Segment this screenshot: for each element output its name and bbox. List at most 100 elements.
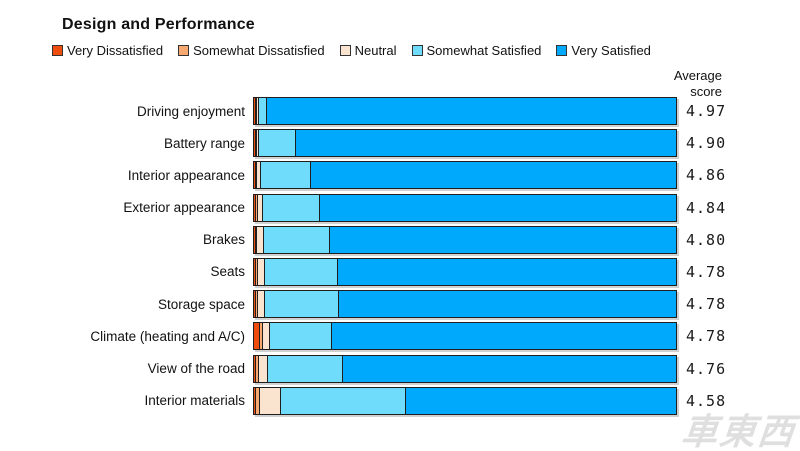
- bar-row: Interior materials 4.58: [0, 386, 800, 415]
- average-score-value: 4.58: [686, 391, 727, 410]
- segment-somewhat-satisfied: [281, 387, 407, 414]
- segment-neutral: [258, 194, 264, 221]
- segment-very-satisfied: [266, 98, 676, 124]
- stacked-bar: [253, 161, 677, 190]
- category-label: View of the road: [147, 361, 245, 376]
- segment-very-dissatisfied: [254, 194, 257, 221]
- average-score-header: Average score: [674, 68, 722, 101]
- legend-item: Neutral: [339, 43, 397, 58]
- stacked-bar: [253, 193, 677, 222]
- segment-somewhat-satisfied: [265, 258, 338, 285]
- legend-color-swatch-icon: [178, 45, 190, 56]
- legend-color-swatch-icon: [556, 45, 568, 56]
- stacked-bar: [253, 225, 677, 254]
- segment-somewhat-satisfied: [270, 323, 332, 350]
- segment-somewhat-dissatisfied: [256, 98, 258, 124]
- segment-very-satisfied: [343, 355, 676, 382]
- category-label: Battery range: [163, 135, 245, 151]
- average-score-value: 4.97: [686, 102, 727, 120]
- segment-very-dissatisfied: [254, 130, 257, 157]
- segment-somewhat-dissatisfied: [259, 323, 263, 350]
- average-score-value: 4.78: [686, 262, 727, 281]
- legend-color-swatch-icon: [52, 45, 63, 56]
- category-label: Interior appearance: [127, 167, 245, 183]
- legend-item-label: Very Dissatisfied: [67, 43, 164, 58]
- bar-row: View of the road 4.76: [0, 354, 800, 383]
- category-label: Interior materials: [144, 393, 245, 409]
- average-score-value: 4.76: [686, 359, 727, 378]
- average-score-value: 4.86: [686, 166, 727, 185]
- stacked-bar: [253, 97, 677, 125]
- bar-row: Driving enjoyment 4.97: [0, 97, 800, 125]
- bar-row: Climate (heating and A/C) 4.78: [0, 322, 800, 351]
- legend-item: Somewhat Dissatisfied: [178, 43, 325, 58]
- legend-item-label: Somewhat Satisfied: [426, 43, 542, 58]
- segment-very-dissatisfied: [254, 323, 260, 350]
- stacked-bar: [253, 129, 677, 158]
- category-label: Seats: [210, 264, 245, 280]
- average-score-value: 4.90: [686, 134, 727, 153]
- bar-row: Interior appearance 4.86: [0, 161, 800, 190]
- segment-somewhat-satisfied: [258, 98, 267, 124]
- segment-neutral: [262, 323, 271, 350]
- segment-very-satisfied: [339, 291, 676, 318]
- segment-very-satisfied: [337, 258, 676, 285]
- segment-somewhat-dissatisfied: [256, 291, 259, 318]
- segment-very-satisfied: [406, 387, 676, 414]
- legend-color-swatch-icon: [339, 45, 351, 56]
- stacked-bar: [253, 386, 677, 415]
- segment-very-dissatisfied: [254, 226, 257, 253]
- segment-somewhat-dissatisfied: [256, 226, 258, 253]
- segment-somewhat-satisfied: [259, 130, 297, 157]
- segment-neutral: [259, 355, 268, 382]
- segment-somewhat-dissatisfied: [256, 258, 259, 285]
- stacked-bar: [253, 322, 677, 351]
- legend-item-label: Very Satisfied: [571, 43, 651, 58]
- segment-very-dissatisfied: [254, 258, 257, 285]
- segment-very-dissatisfied: [254, 98, 257, 124]
- legend: Very Dissatisfied Somewhat Dissatisfied …: [52, 43, 651, 58]
- bar-row: Battery range 4.90: [0, 129, 800, 158]
- average-score-value: 4.78: [686, 327, 727, 346]
- category-label: Driving enjoyment: [136, 103, 245, 119]
- average-score-header-line1: Average: [673, 68, 722, 83]
- bar-row: Brakes 4.80: [0, 225, 800, 254]
- category-label: Brakes: [202, 232, 245, 248]
- segment-neutral: [258, 258, 266, 285]
- watermark: 車東西: [679, 411, 798, 451]
- segment-very-dissatisfied: [254, 355, 257, 382]
- segment-somewhat-dissatisfied: [256, 355, 260, 382]
- legend-item-label: Somewhat Dissatisfied: [193, 43, 325, 58]
- segment-very-dissatisfied: [254, 387, 257, 414]
- segment-somewhat-satisfied: [267, 355, 344, 382]
- segment-very-satisfied: [331, 323, 676, 350]
- segment-somewhat-dissatisfied: [256, 162, 258, 189]
- segment-neutral: [257, 98, 259, 124]
- stacked-bar: [253, 290, 677, 319]
- segment-somewhat-satisfied: [261, 162, 311, 189]
- segment-somewhat-satisfied: [265, 291, 340, 318]
- legend-item-label: Neutral: [354, 43, 397, 58]
- segment-very-dissatisfied: [254, 291, 257, 318]
- stacked-bar: [253, 354, 677, 383]
- bar-rows: Driving enjoyment 4.97 Battery range 4.9…: [0, 97, 800, 419]
- segment-somewhat-satisfied: [264, 226, 330, 253]
- segment-neutral: [257, 162, 262, 189]
- segment-somewhat-dissatisfied: [256, 194, 259, 221]
- average-score-value: 4.84: [686, 198, 727, 217]
- segment-somewhat-dissatisfied: [256, 387, 260, 414]
- segment-very-satisfied: [319, 194, 676, 221]
- segment-very-satisfied: [296, 130, 676, 157]
- chart-title: Design and Performance: [62, 16, 255, 33]
- category-label: Storage space: [157, 296, 245, 312]
- legend-item: Very Satisfied: [556, 43, 651, 58]
- bar-row: Seats 4.78: [0, 257, 800, 286]
- segment-very-satisfied: [329, 226, 676, 253]
- category-label: Exterior appearance: [123, 200, 245, 216]
- bar-row: Storage space 4.78: [0, 290, 800, 319]
- segment-very-dissatisfied: [254, 162, 257, 189]
- segment-neutral: [259, 387, 281, 414]
- legend-color-swatch-icon: [411, 45, 423, 56]
- segment-neutral: [257, 130, 260, 157]
